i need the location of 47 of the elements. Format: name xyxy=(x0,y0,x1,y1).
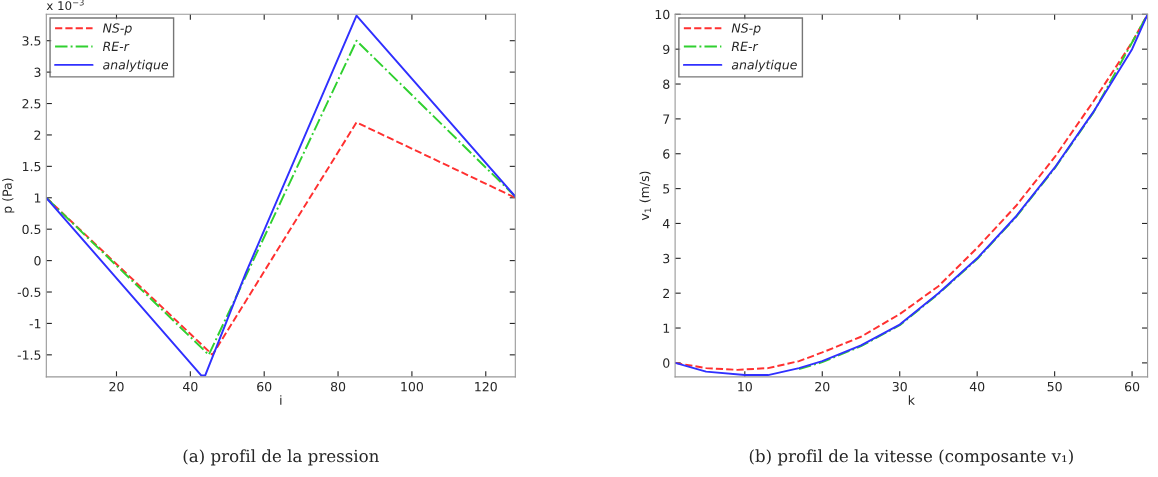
text: (a) profil de la pression xyxy=(183,449,379,466)
y-tick-label: -1.5 xyxy=(17,350,41,360)
y-tick-label: 7 xyxy=(663,114,670,124)
y-tick-label: 2 xyxy=(34,130,41,140)
y-tick-label: -0.5 xyxy=(17,287,41,297)
y-tick-label: 1 xyxy=(34,193,41,203)
legend-label: analytique xyxy=(103,59,169,72)
y-tick-label: 8 xyxy=(663,79,670,89)
text: (b) profil de la vitesse (composante v₁) xyxy=(749,449,1073,466)
y-tick-label: 1.5 xyxy=(22,161,41,172)
y-axis-title: v$_{1}$ (m/s) xyxy=(639,171,651,221)
x-tick-label: 10 xyxy=(738,381,752,392)
x-tick-label: 40 xyxy=(183,381,198,392)
y-axis-title: p (Pa) xyxy=(2,178,15,213)
x-tick-label: 60 xyxy=(257,381,272,392)
y-tick-label: 3 xyxy=(34,67,41,78)
y-tick-label: 5 xyxy=(663,184,670,194)
y-tick-label: 10 xyxy=(655,9,670,20)
x-tick-label: 30 xyxy=(892,381,907,392)
y-tick-label: 2.5 xyxy=(22,99,41,109)
legend-label: NS-p xyxy=(102,23,132,36)
legend-label: RE-r xyxy=(731,41,759,51)
y-tick-label: 0 xyxy=(663,358,670,368)
y-tick-label: 0.5 xyxy=(22,224,41,235)
x-tick-label: 50 xyxy=(1047,381,1062,392)
text: x 10$^{−3}$ xyxy=(46,0,84,11)
y-tick-label: 2 xyxy=(663,288,669,298)
x-axis-title: k xyxy=(908,395,915,405)
y-tick-label: 1 xyxy=(663,323,670,333)
x-tick-label: 20 xyxy=(815,381,830,392)
legend-label: analytique xyxy=(731,59,797,72)
x-tick-label: 120 xyxy=(475,381,497,392)
y-tick-label: 6 xyxy=(663,149,670,159)
x-tick-label: 60 xyxy=(1125,381,1140,392)
x-axis-title: i xyxy=(280,395,282,405)
x-tick-label: 100 xyxy=(401,381,424,392)
legend-label: NS-p xyxy=(731,23,761,36)
y-tick-label: 0 xyxy=(34,256,41,266)
y-tick-label: 3 xyxy=(663,253,670,264)
y-tick-label: 9 xyxy=(663,44,670,55)
legend-label: RE-r xyxy=(102,41,130,51)
x-tick-label: 20 xyxy=(109,381,124,392)
y-tick-label: 3.5 xyxy=(22,36,41,46)
x-tick-label: 80 xyxy=(330,381,346,392)
y-tick-label: 4 xyxy=(662,219,670,229)
y-tick-label: -1 xyxy=(29,319,41,329)
x-tick-label: 40 xyxy=(969,381,985,392)
